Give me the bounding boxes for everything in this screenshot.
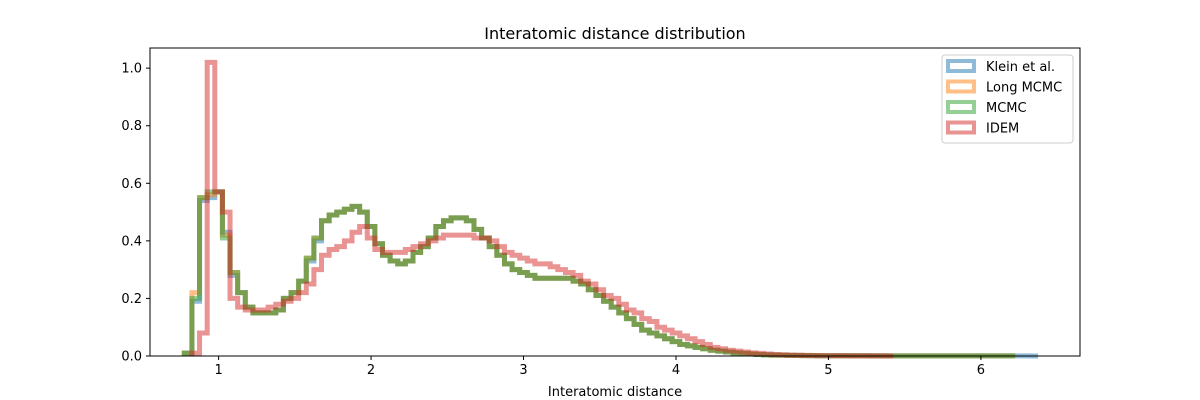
legend-swatch-1 xyxy=(946,79,976,94)
chart-title: Interatomic distance distribution xyxy=(484,24,745,43)
y-tick-label-5: 1.0 xyxy=(121,62,142,77)
legend-items: Klein et al. Long MCMC MCMC IDEM xyxy=(946,59,1062,137)
legend-label-1: Long MCMC xyxy=(986,81,1062,96)
y-tick-label-3: 0.6 xyxy=(121,177,142,192)
x-tick-label-0: 1 xyxy=(214,363,222,378)
legend-label-3: IDEM xyxy=(986,122,1019,137)
legend: Klein et al. Long MCMC MCMC IDEM xyxy=(941,54,1074,144)
legend-swatch-2 xyxy=(946,100,976,114)
series-line-3 xyxy=(189,59,894,359)
y-tick-label-1: 0.2 xyxy=(121,292,142,307)
y-tick-label-0: 0.0 xyxy=(121,350,142,365)
y-tick-label-4: 0.8 xyxy=(121,119,142,134)
y-axis-ticks: 0.0 0.2 0.4 0.6 0.8 1.0 xyxy=(121,62,150,365)
x-tick-label-1: 2 xyxy=(367,363,375,378)
x-tick-label-5: 6 xyxy=(977,363,985,378)
x-tick-label-4: 5 xyxy=(824,363,832,378)
x-tick-label-3: 4 xyxy=(672,363,680,378)
legend-swatch-0 xyxy=(946,59,976,73)
x-axis-label: Interatomic distance xyxy=(548,385,682,400)
y-tick-label-2: 0.4 xyxy=(121,234,142,249)
x-axis-ticks: 1 2 3 4 5 6 xyxy=(214,356,985,378)
legend-label-0: Klein et al. xyxy=(986,60,1055,75)
plot-frame xyxy=(149,47,1081,357)
legend-swatch-3 xyxy=(946,120,976,135)
x-tick-label-2: 3 xyxy=(519,363,527,378)
legend-label-2: MCMC xyxy=(986,101,1027,116)
